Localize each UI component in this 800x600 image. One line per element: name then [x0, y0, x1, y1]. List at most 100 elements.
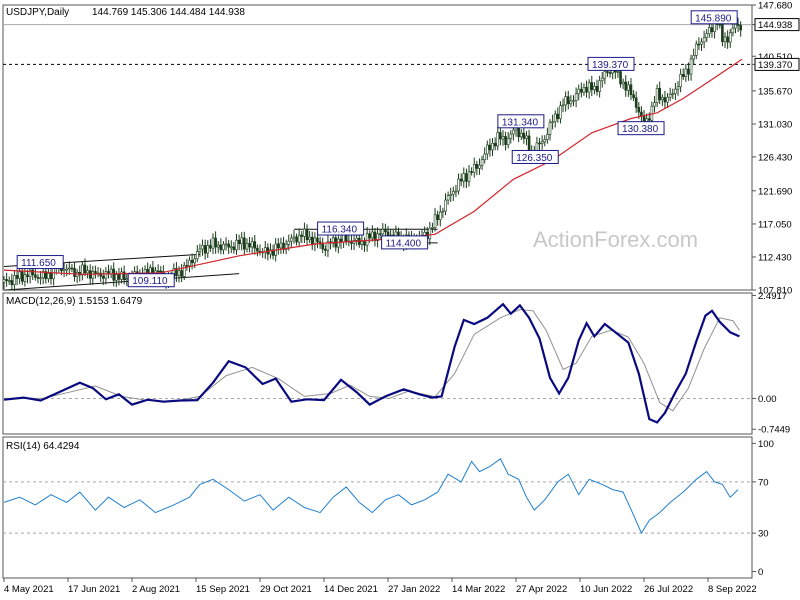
candle-body — [454, 190, 458, 193]
candle-body — [546, 134, 549, 140]
candle-body — [485, 144, 489, 155]
candle-body — [115, 274, 118, 281]
candle-body — [661, 97, 664, 101]
candle-body — [256, 247, 259, 252]
candle-body — [94, 271, 97, 274]
candle-body — [606, 71, 609, 73]
candle-body — [491, 143, 494, 151]
candle-body — [465, 173, 468, 182]
y-tick-label: 139.370 — [758, 60, 792, 71]
candle-body — [512, 129, 515, 135]
y-tick-label: 147.680 — [758, 1, 792, 12]
y-tick-label: 107.810 — [758, 286, 792, 297]
candle-body — [203, 245, 207, 254]
candle-body — [224, 243, 228, 246]
candle-body — [446, 195, 450, 201]
candle-body — [444, 199, 447, 212]
candle-body — [49, 273, 53, 280]
candle-body — [728, 32, 732, 43]
y-tick-label: 126.430 — [758, 152, 792, 163]
candle-body — [519, 132, 523, 138]
candle-body — [593, 85, 596, 91]
y-tick-label: 0 — [758, 567, 763, 578]
candle-body — [634, 97, 638, 108]
candle-body — [295, 236, 298, 243]
candle-body — [316, 237, 319, 243]
candle-body — [587, 82, 591, 93]
candle-body — [674, 88, 677, 94]
candle-body — [543, 139, 547, 143]
candle-body — [235, 239, 238, 251]
candle-body — [499, 132, 502, 140]
moving-average-line — [3, 58, 743, 275]
candle-body — [600, 77, 604, 82]
candle-body — [713, 23, 716, 33]
candle-body — [300, 234, 304, 237]
candle-body — [504, 136, 507, 145]
price-panel-frame — [2, 4, 753, 291]
annotation-label: 109.110 — [132, 276, 168, 287]
candle-body — [229, 246, 233, 249]
candle-body — [99, 272, 102, 277]
price-ohlc-label: 144.769 145.306 144.484 144.938 — [92, 7, 245, 18]
candle-body — [180, 270, 183, 277]
candle-body — [271, 249, 275, 256]
candle-body — [433, 214, 437, 228]
annotation-box — [381, 235, 429, 250]
candle-body — [222, 244, 225, 251]
candle-body — [290, 237, 293, 242]
candle-body — [297, 234, 301, 243]
candle-body — [44, 271, 48, 280]
candle-body — [26, 274, 29, 278]
rsi-lines — [3, 458, 739, 535]
candle-body — [721, 24, 724, 42]
rsi-label: RSI(14) 64.4294 — [6, 441, 80, 452]
candle-body — [726, 36, 729, 43]
candle-body — [488, 144, 492, 151]
candle-body — [566, 96, 570, 105]
candle-body — [384, 228, 387, 233]
candle-body — [39, 277, 42, 280]
candle-body — [34, 274, 37, 278]
price-moving-average — [3, 58, 743, 275]
candle-body — [640, 111, 643, 117]
candle-body — [125, 278, 129, 280]
price-annotations: 111.650 109.110 116.340 114.400 131.340 126.3… — [16, 10, 738, 288]
candle-body — [548, 122, 552, 135]
candle-body — [86, 270, 89, 274]
candle-body — [569, 100, 573, 105]
x-tick-label: 26 Jul 2022 — [644, 584, 693, 595]
candle-body — [7, 280, 11, 282]
candle-body — [580, 88, 583, 93]
candle-body — [449, 193, 453, 196]
candle-body — [250, 241, 254, 248]
annotation-box — [127, 273, 175, 288]
candle-body — [381, 228, 385, 235]
x-tick-label: 10 Jun 2022 — [580, 584, 632, 595]
candle-body — [708, 27, 711, 34]
candle-body — [679, 74, 682, 88]
candle-body — [697, 43, 701, 46]
y-tick-label: -0.7449 — [758, 425, 790, 436]
candle-body — [287, 240, 291, 245]
candle-body — [248, 243, 251, 248]
candle-body — [373, 231, 377, 241]
candle-body — [681, 74, 685, 77]
candle-body — [467, 171, 471, 182]
candle-body — [70, 267, 74, 270]
candle-body — [676, 86, 680, 90]
candle-body — [10, 280, 14, 286]
candle-body — [109, 268, 113, 275]
candle-body — [624, 81, 628, 91]
annotation-label: 126.350 — [516, 153, 553, 164]
candle-body — [20, 271, 24, 282]
y-tick-label: 121.690 — [758, 186, 792, 197]
candle-body — [687, 68, 690, 75]
candle-body — [431, 227, 434, 229]
macd-line — [3, 302, 740, 424]
candle-body — [462, 173, 466, 182]
macd-y-axis: 2.4917 0.00 -0.7449 — [3, 291, 790, 436]
y-tick-label: 140.510 — [758, 52, 792, 63]
macd-panel-frame — [2, 292, 753, 435]
